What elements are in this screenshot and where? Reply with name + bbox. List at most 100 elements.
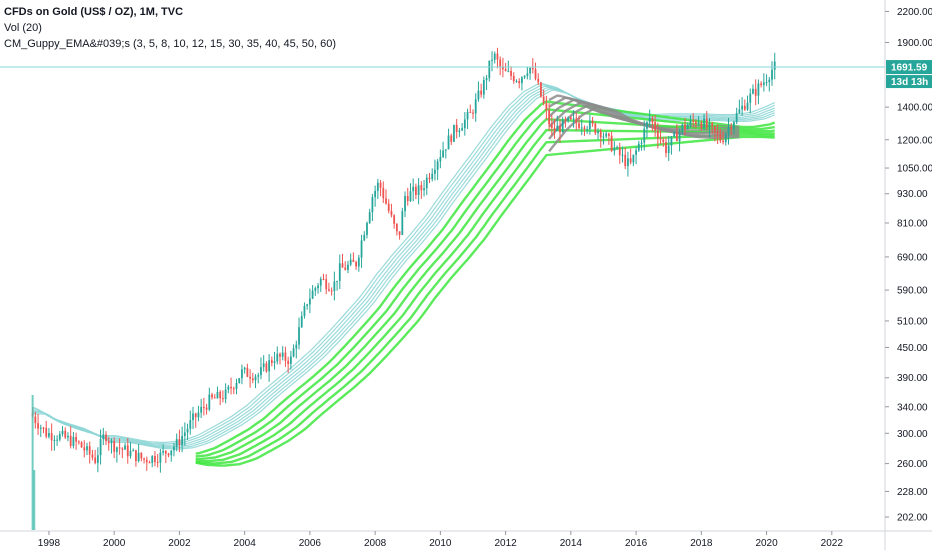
candle-body [227, 386, 230, 390]
candle-body [246, 367, 249, 377]
candle-body [143, 458, 145, 460]
candle-body [151, 456, 154, 463]
slow-ema-line-bull [195, 135, 775, 467]
candle-body [238, 378, 241, 384]
candle-body [140, 452, 143, 459]
candle-body [610, 135, 613, 151]
candle-body [491, 59, 493, 61]
candle-body [99, 439, 102, 456]
candle-body [265, 363, 268, 372]
legend-indicator[interactable]: CM_Guppy_EMA&#039;s (3, 5, 8, 10, 12, 15… [4, 38, 337, 50]
candle-body [341, 263, 344, 268]
candle-body [608, 133, 610, 136]
candle-body [72, 436, 75, 446]
candle-body [118, 447, 121, 449]
candle-body [34, 416, 37, 424]
candle-body [137, 452, 140, 462]
candle-body [154, 456, 156, 462]
candle-body [425, 177, 428, 189]
candle-body [724, 134, 727, 143]
candle-body [216, 391, 219, 399]
candle-body [192, 413, 194, 421]
candle-body [53, 439, 56, 441]
candle-body [80, 442, 83, 448]
candle-body [219, 391, 222, 399]
candle-body [526, 73, 529, 76]
candle-body [773, 61, 776, 70]
candle-body [325, 279, 328, 290]
slow-ema-line-bull [195, 128, 775, 463]
price-tick-label: 930.00 [897, 189, 928, 200]
candle-body [733, 122, 735, 130]
candle-body [534, 69, 537, 79]
candle-body [684, 124, 686, 130]
candle-body [75, 436, 78, 442]
candle-body [735, 113, 738, 123]
candle-body [670, 136, 673, 146]
candle-body [531, 68, 534, 70]
candle-body [575, 118, 578, 124]
candle-body [415, 186, 417, 195]
candle-body [64, 430, 67, 438]
candle-body [132, 450, 135, 452]
candle-body [749, 93, 752, 103]
candle-body [686, 125, 689, 130]
candle-body [292, 348, 295, 357]
time-tick-label: 2018 [690, 538, 713, 549]
candle-body [583, 127, 586, 130]
candle-body [276, 353, 279, 362]
candle-body [205, 407, 208, 410]
candle-body [58, 434, 61, 440]
candle-body [480, 90, 483, 95]
candle-body [376, 182, 379, 191]
candle-body [86, 446, 88, 451]
candle-body [254, 376, 257, 381]
price-tick-label: 1900.00 [897, 38, 932, 49]
candle-body [485, 78, 488, 81]
candle-body [213, 397, 216, 399]
candle-body [580, 127, 583, 129]
legend-symbol-title[interactable]: CFDs on Gold (US$ / OZ), 1M, TVC [4, 6, 184, 18]
candle-body [387, 203, 390, 212]
candle-body [542, 96, 545, 104]
candle-body [675, 132, 678, 142]
candle-body [515, 81, 518, 83]
candle-body [529, 68, 531, 74]
candle-body [88, 446, 91, 455]
candle-body [553, 127, 556, 132]
candle-body [567, 117, 570, 121]
candle-body [624, 154, 627, 167]
legend-volume[interactable]: Vol (20) [4, 22, 42, 34]
candle-body [113, 441, 116, 452]
candle-body [409, 191, 412, 202]
candle-body [110, 441, 113, 444]
candle-body [651, 117, 654, 123]
candle-body [281, 352, 284, 357]
candle-body [145, 459, 148, 463]
candle-body [124, 445, 126, 450]
candle-body [521, 77, 523, 84]
time-tick-label: 2006 [299, 538, 322, 549]
candle-body [439, 156, 442, 162]
candle-body [722, 140, 724, 143]
candle-body [178, 439, 181, 445]
candle-body [317, 285, 319, 289]
time-tick-label: 2002 [168, 538, 191, 549]
candle-body [308, 298, 311, 305]
chart-legend: CFDs on Gold (US$ / OZ), 1M, TVC Vol (20… [4, 4, 336, 52]
candle-body [510, 70, 512, 76]
candle-body [463, 119, 466, 129]
slow-ema-line-bull [195, 133, 775, 465]
candle-body [42, 427, 45, 429]
candle-body [94, 457, 97, 463]
candle-body [390, 211, 393, 216]
price-tick-label: 590.00 [897, 286, 928, 297]
candle-body [67, 435, 69, 438]
last-price-tag: 1691.59 [891, 63, 928, 74]
candle-body [279, 353, 281, 357]
candle-body [569, 117, 572, 120]
candle-body [588, 120, 591, 130]
candle-body [102, 434, 105, 440]
